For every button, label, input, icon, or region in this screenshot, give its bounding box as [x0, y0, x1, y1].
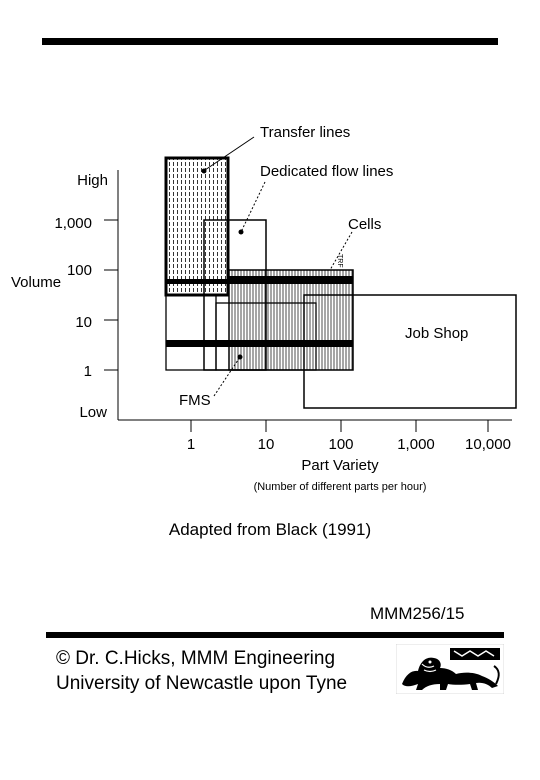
top-rule	[42, 38, 498, 45]
x-label-100: 100	[328, 436, 353, 453]
tiny-label: TRF	[336, 254, 343, 268]
y-label-1: 1	[84, 363, 92, 380]
volume-variety-diagram: High 1,000 100 Volume 10 1 Low 1 10 100 …	[11, 124, 517, 493]
y-label-high: High	[77, 172, 108, 189]
low-volume-band	[166, 340, 353, 347]
bottom-rule	[46, 632, 504, 638]
fms-label: FMS	[179, 392, 211, 409]
dedicated-flow-label: Dedicated flow lines	[260, 163, 393, 180]
y-axis-title: Volume	[11, 274, 61, 291]
dedicated-flow-band	[166, 279, 353, 284]
footer-line-2: University of Newcastle upon Tyne	[56, 673, 348, 694]
cells-leader	[329, 231, 353, 271]
x-axis-subtitle: (Number of different parts per hour)	[254, 481, 427, 493]
x-label-10: 10	[258, 436, 275, 453]
dedicated-flow-leader	[240, 181, 266, 233]
y-label-10: 10	[75, 314, 92, 331]
transfer-lines-label: Transfer lines	[260, 124, 350, 141]
footer-line-1: © Dr. C.Hicks, MMM Engineering	[56, 648, 336, 669]
transfer-lines-dot	[201, 168, 207, 174]
x-label-10000: 10,000	[465, 436, 511, 453]
y-label-low: Low	[79, 404, 107, 421]
transfer-lines-region	[164, 156, 230, 297]
job-shop-label: Job Shop	[405, 325, 468, 342]
cells-label: Cells	[348, 216, 381, 233]
caption: Adapted from Black (1991)	[168, 520, 372, 539]
transfer-lower-box	[165, 294, 217, 371]
x-label-1: 1	[187, 436, 195, 453]
heraldic-lion-crest-icon	[395, 643, 505, 695]
y-label-100: 100	[67, 262, 92, 279]
y-label-1000: 1,000	[54, 215, 92, 232]
fms-dot	[237, 354, 243, 360]
cells-region	[228, 269, 354, 371]
x-axis-title: Part Variety	[301, 457, 379, 474]
transfer-lines-leader	[204, 136, 255, 171]
slide-code: MMM256/15	[370, 604, 465, 623]
dedicated-flow-dot	[238, 229, 244, 235]
x-label-1000: 1,000	[397, 436, 435, 453]
